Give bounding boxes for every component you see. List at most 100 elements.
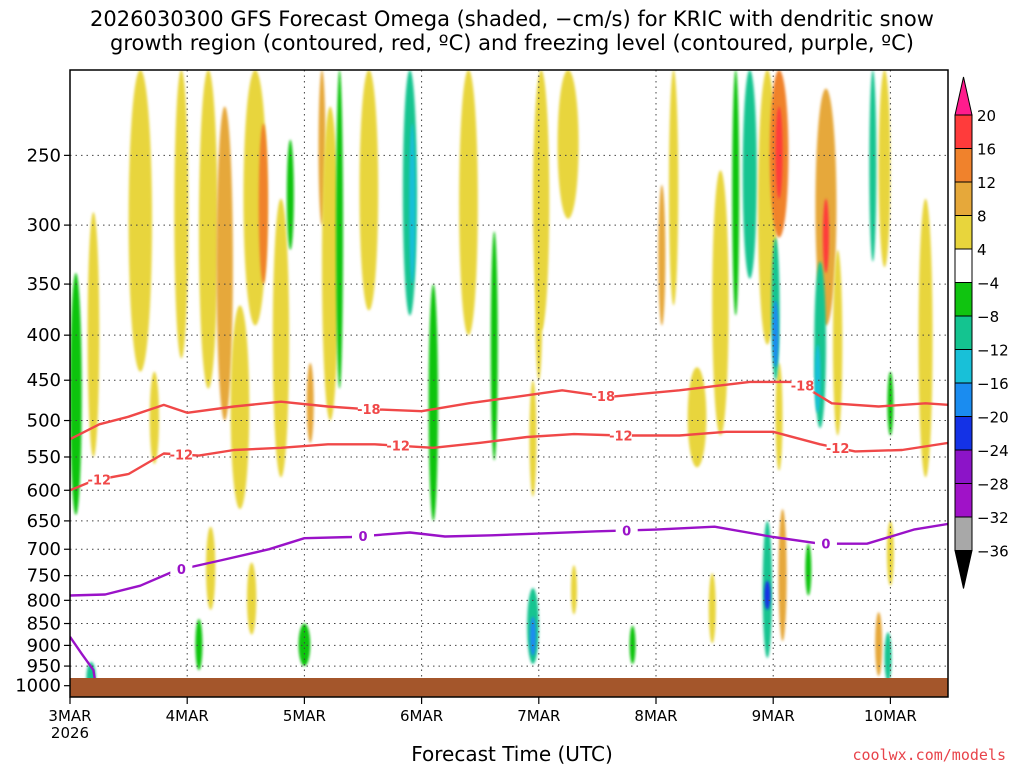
omega-blob	[570, 565, 577, 615]
colorbar-band	[954, 114, 973, 149]
omega-blob	[687, 367, 707, 468]
y-tick-label: 550	[27, 447, 61, 468]
omega-blob	[805, 543, 812, 596]
x-tick-label: 3MAR	[48, 707, 91, 725]
omega-blob	[884, 632, 892, 682]
x-tick-label: 7MAR	[517, 707, 560, 725]
omega-blob	[205, 526, 216, 610]
colorbar-label: −4	[977, 275, 999, 293]
x-axis: 3MAR 4MAR 5MAR 6MAR 7MAR 8MAR 9MAR 10MAR 2026	[48, 697, 917, 742]
terrain-ground	[70, 678, 948, 697]
colorbar-label: −16	[977, 375, 1009, 393]
omega-blob	[532, 70, 550, 331]
contour-label: -18	[357, 403, 381, 418]
omega-shading	[70, 70, 933, 694]
y-tick-label: 300	[27, 215, 61, 236]
omega-blob	[359, 70, 379, 311]
omega-blob	[658, 184, 666, 326]
omega-blob	[87, 212, 100, 457]
omega-blob	[742, 70, 757, 279]
omega-blob	[128, 70, 153, 372]
x-axis-label: Forecast Time (UTC)	[411, 742, 613, 766]
omega-blob	[878, 70, 891, 268]
contour-label: -12	[826, 442, 850, 457]
contour-label-bg	[88, 471, 111, 487]
colorbar-label: −32	[977, 509, 1009, 527]
contour-label-bg	[826, 439, 849, 455]
x-tick-label: 6MAR	[400, 707, 443, 725]
omega-blob	[490, 231, 498, 461]
colorbar-label: −24	[977, 442, 1009, 460]
y-tick-label: 700	[27, 539, 61, 560]
colorbar-band	[954, 349, 973, 384]
x-tick-label: 4MAR	[166, 707, 209, 725]
omega-blob	[306, 362, 314, 443]
omega-blob	[174, 70, 189, 359]
y-tick-label: 600	[27, 480, 61, 501]
colorbar-band	[954, 148, 973, 183]
y-tick-label: 350	[27, 274, 61, 295]
source-credit[interactable]: coolwx.com/models	[852, 746, 1006, 764]
contour-label: -12	[386, 440, 410, 455]
y-tick-label: 850	[27, 614, 61, 635]
x-tick-label: 8MAR	[634, 707, 677, 725]
contour-label: -12	[88, 473, 112, 488]
contours: -18 -18 -18 -12 -12 -12 -12 -12 0 0 0 0	[70, 377, 948, 689]
colorbar-band	[954, 449, 973, 484]
omega-blob	[772, 300, 779, 368]
contour-label: -12	[609, 430, 633, 445]
contour-label: 0	[358, 530, 367, 545]
omega-blob	[336, 70, 344, 389]
omega-blob	[918, 198, 933, 478]
y-tick-label: 500	[27, 411, 61, 432]
contour-label: -18	[791, 380, 815, 395]
colorbar: 20 16 12 8 4 −4 −8 −12 −16 −20 −24 −28 −32 −36	[954, 76, 1009, 589]
omega-blob	[775, 362, 783, 471]
omega-blob	[216, 106, 233, 421]
omega-blob	[246, 562, 257, 635]
colorbar-band	[954, 248, 973, 283]
colorbar-label: −20	[977, 409, 1009, 427]
x-year-label: 2026	[51, 724, 89, 742]
colorbar-bottom-arrow	[954, 550, 973, 589]
y-tick-label: 400	[27, 325, 61, 346]
y-tick-label: 900	[27, 635, 61, 656]
omega-blob	[149, 371, 160, 464]
y-tick-label: 1000	[15, 676, 61, 697]
omega-blob	[198, 70, 218, 389]
omega-blob	[875, 612, 883, 677]
colorbar-label: 4	[977, 241, 987, 259]
omega-blob	[258, 123, 269, 285]
contour-label-bg	[352, 528, 374, 544]
contour-label-bg	[791, 377, 814, 393]
colorbar-band	[954, 315, 973, 350]
colorbar-label: −28	[977, 476, 1009, 494]
colorbar-label: 8	[977, 208, 987, 226]
chart-title-line1: 2026030300 GFS Forecast Omega (shaded, −…	[90, 7, 934, 31]
omega-blob	[668, 70, 679, 306]
contour-label: 0	[821, 538, 830, 553]
omega-blob	[732, 70, 740, 316]
y-axis: 2503003504004505005506006507007508008509…	[15, 145, 70, 697]
omega-blob	[321, 106, 339, 421]
colorbar-top-arrow	[954, 76, 973, 116]
omega-blob	[272, 198, 290, 478]
omega-blob	[814, 344, 821, 413]
omega-blob	[459, 70, 478, 336]
omega-blob	[822, 198, 829, 273]
colorbar-band	[954, 181, 973, 216]
omega-blob	[764, 580, 771, 610]
colorbar-label: 12	[977, 174, 996, 192]
omega-blob	[286, 139, 294, 250]
y-tick-label: 250	[27, 145, 61, 166]
contour-label-bg	[170, 561, 193, 577]
contour-label-bg	[592, 388, 615, 404]
y-tick-label: 800	[27, 590, 61, 611]
chart-title-line2: growth region (contoured, red, ºC) and f…	[110, 31, 914, 55]
contour-line	[70, 380, 948, 441]
colorbar-label: 20	[977, 107, 996, 125]
omega-blob	[778, 508, 787, 642]
contour-label-bg	[615, 522, 638, 538]
omega-blob	[629, 625, 636, 665]
plot-border	[69, 69, 949, 698]
